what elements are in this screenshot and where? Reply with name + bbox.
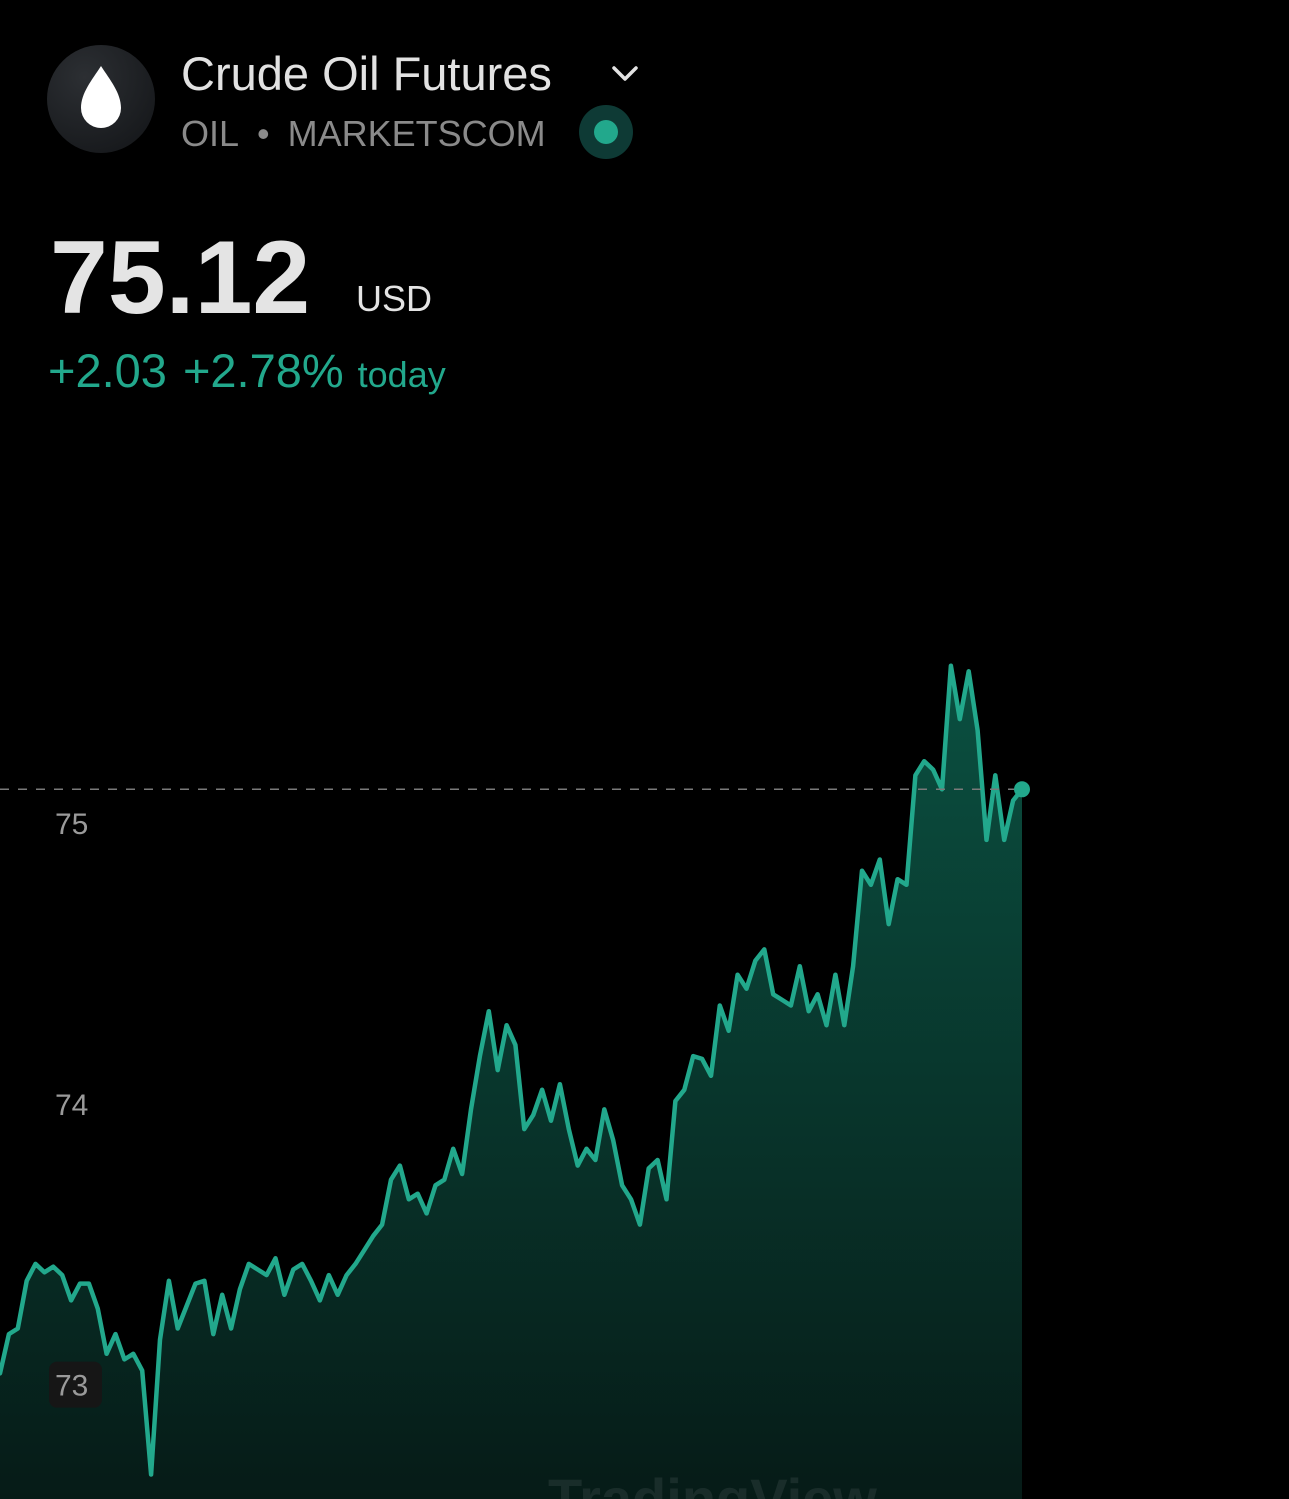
y-tick-label: 74 bbox=[55, 1089, 88, 1122]
symbol: OIL bbox=[181, 113, 239, 154]
currency: USD bbox=[356, 278, 432, 319]
area-fill bbox=[0, 665, 1022, 1499]
dropdown-chevron[interactable] bbox=[612, 66, 638, 81]
symbol-selector[interactable]: Crude Oil Futures bbox=[181, 47, 638, 100]
chart-area[interactable]: 73 74 75 TradingView bbox=[0, 663, 1030, 1499]
watermark: TradingView bbox=[548, 1467, 877, 1499]
change-percent: +2.78% bbox=[183, 344, 344, 397]
separator: • bbox=[257, 113, 270, 154]
period: today bbox=[358, 354, 446, 395]
y-tick-label-bg bbox=[49, 1361, 102, 1408]
price-line bbox=[0, 663, 1025, 1477]
exchange: MARKETSCOM bbox=[288, 113, 546, 154]
oil-drop-icon bbox=[81, 66, 121, 128]
y-tick-label: 73 bbox=[55, 1370, 88, 1403]
change-line: +2.03 +2.78% today bbox=[48, 344, 446, 397]
last-price-dot bbox=[1014, 781, 1030, 798]
market-status-dot bbox=[594, 120, 618, 144]
y-tick-label: 75 bbox=[55, 808, 88, 841]
symbol-line: OIL • MARKETSCOM bbox=[181, 113, 546, 154]
instrument-title[interactable]: Crude Oil Futures bbox=[181, 47, 552, 100]
change: +2.03 bbox=[48, 344, 167, 397]
price: 75.12 bbox=[50, 220, 310, 336]
